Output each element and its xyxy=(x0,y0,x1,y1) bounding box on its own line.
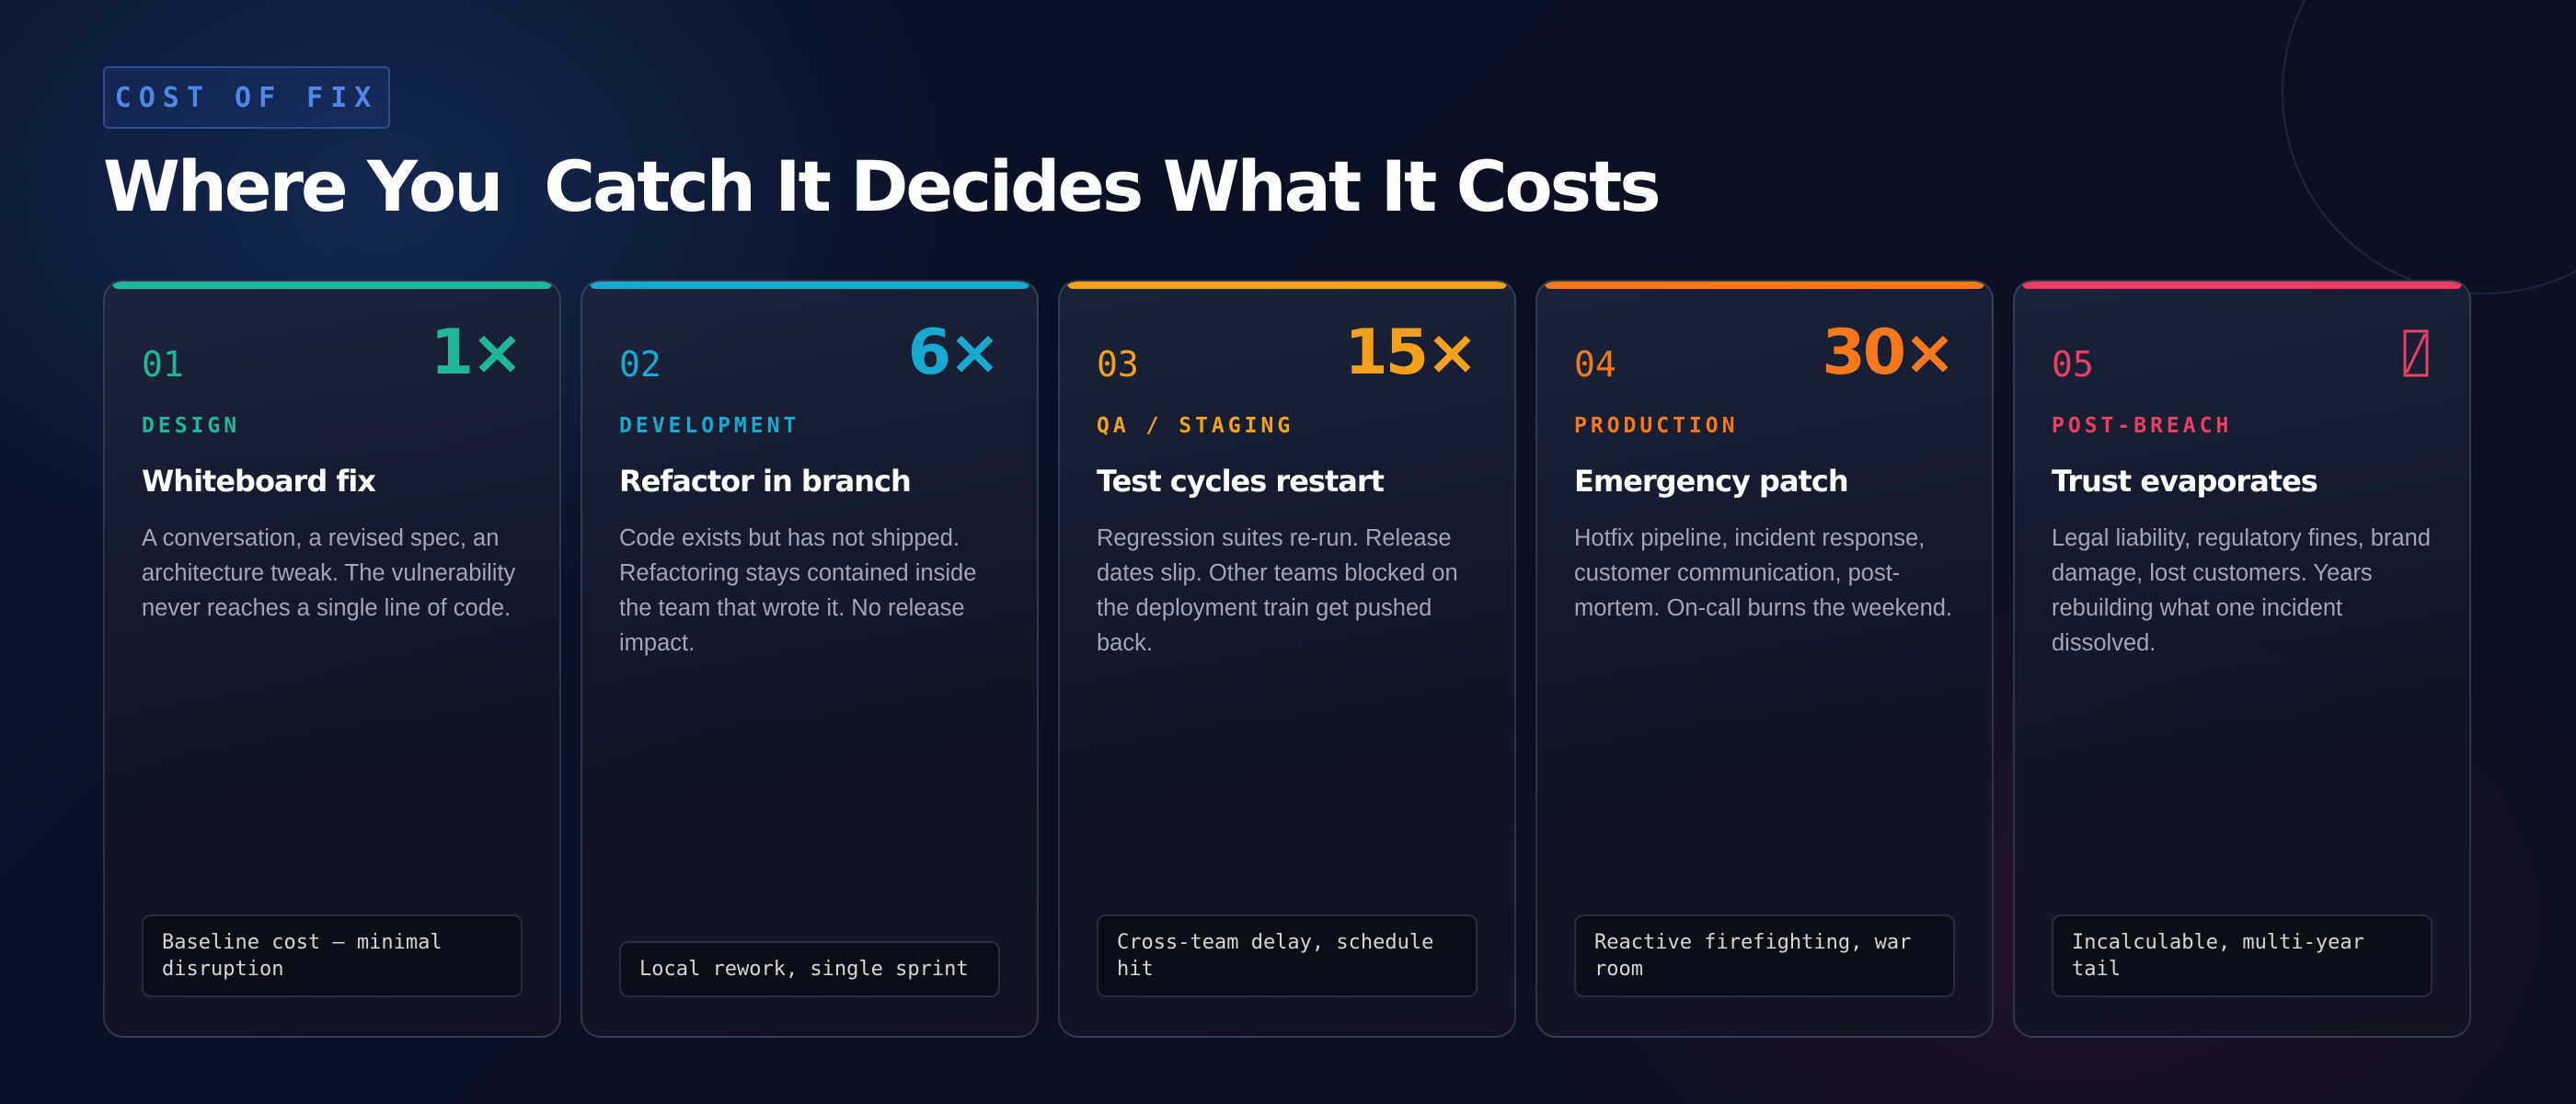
section-tag: COST OF FIX xyxy=(103,66,390,129)
card-heading: Refactor in branch xyxy=(619,464,912,499)
stage-label: PRODUCTION xyxy=(1574,414,1739,438)
card-qa-staging: 03 15× QA / STAGING Test cycles restart … xyxy=(1058,280,1516,1038)
card-number: 01 xyxy=(142,344,184,385)
cost-summary: Baseline cost — minimal disruption xyxy=(142,914,523,997)
missing-glyph-box-icon xyxy=(2403,329,2429,377)
card-accent-bar xyxy=(112,282,552,289)
stage-label: DESIGN xyxy=(142,414,241,438)
card-number: 03 xyxy=(1097,344,1139,385)
card-number: 02 xyxy=(619,344,661,385)
decorative-circle xyxy=(2282,0,2576,294)
cost-summary: Incalculable, multi-year tail xyxy=(2052,914,2432,997)
card-number: 05 xyxy=(2052,344,2094,385)
card-description: Hotfix pipeline, incident response, cust… xyxy=(1574,525,1953,621)
card-development: 02 6× DEVELOPMENT Refactor in branch Cod… xyxy=(581,280,1039,1038)
card-accent-bar xyxy=(2022,282,2462,289)
card-number: 04 xyxy=(1574,344,1616,385)
cost-multiplier: 1× xyxy=(430,316,523,389)
card-heading: Whiteboard fix xyxy=(142,464,376,499)
card-accent-bar xyxy=(590,282,1029,289)
card-description: Legal liability, regulatory fines, brand… xyxy=(2052,525,2432,656)
card-design: 01 1× DESIGN Whiteboard fix A conversati… xyxy=(103,280,561,1038)
card-post-breach: 05 POST-BREACH Trust evaporates Legal li… xyxy=(2013,280,2471,1038)
cost-multiplier: 6× xyxy=(907,316,1001,389)
card-description: Code exists but has not shipped. Refacto… xyxy=(619,525,977,656)
stage-label: DEVELOPMENT xyxy=(619,414,800,438)
card-accent-bar xyxy=(1067,282,1507,289)
card-description: Regression suites re-run. Release dates … xyxy=(1097,525,1458,656)
card-heading: Test cycles restart xyxy=(1097,464,1385,499)
card-heading: Emergency patch xyxy=(1574,464,1849,499)
card-production: 04 30× PRODUCTION Emergency patch Hotfix… xyxy=(1535,280,1994,1038)
cost-summary: Local rework, single sprint xyxy=(619,941,1000,997)
card-description: A conversation, a revised spec, an archi… xyxy=(142,525,516,621)
stage-label: POST-BREACH xyxy=(2052,414,2233,438)
cost-summary: Cross-team delay, schedule hit xyxy=(1097,914,1478,997)
card-heading: Trust evaporates xyxy=(2052,464,2318,499)
cost-multiplier: 15× xyxy=(1344,316,1478,389)
stage-label: QA / STAGING xyxy=(1097,414,1294,438)
cost-multiplier: 30× xyxy=(1822,316,1956,389)
page-title: Where You Catch It Decides What It Costs xyxy=(103,145,1662,227)
card-accent-bar xyxy=(1545,282,1984,289)
cost-summary: Reactive firefighting, war room xyxy=(1574,914,1955,997)
